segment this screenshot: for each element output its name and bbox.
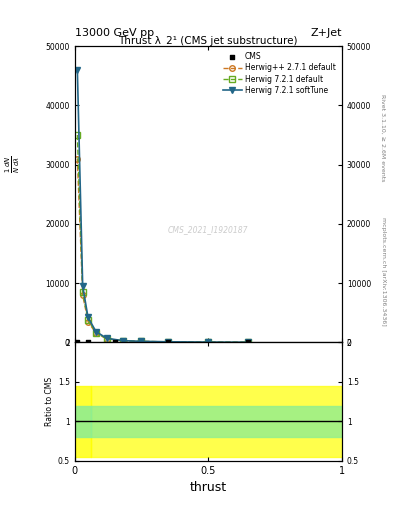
Line: Herwig 7.2.1 softTune: Herwig 7.2.1 softTune: [75, 67, 251, 345]
Herwig 7.2.1 default: [80, 289, 85, 295]
Herwig++ 2.7.1 default: [94, 330, 98, 336]
Text: $\frac{1}{N}\frac{dN}{d\lambda}$: $\frac{1}{N}\frac{dN}{d\lambda}$: [4, 155, 22, 173]
Herwig 7.2.1 softTune: [94, 329, 98, 335]
Text: 13000 GeV pp: 13000 GeV pp: [75, 28, 154, 38]
CMS: [245, 338, 252, 347]
Herwig 7.2.1 softTune: [246, 339, 251, 345]
Herwig 7.2.1 softTune: [139, 338, 144, 345]
Legend: CMS, Herwig++ 2.7.1 default, Herwig 7.2.1 default, Herwig 7.2.1 softTune: CMS, Herwig++ 2.7.1 default, Herwig 7.2.…: [220, 50, 338, 97]
Text: mcplots.cern.ch [arXiv:1306.3436]: mcplots.cern.ch [arXiv:1306.3436]: [381, 217, 386, 326]
Herwig 7.2.1 softTune: [75, 67, 80, 73]
Herwig 7.2.1 default: [86, 317, 90, 323]
Text: Z+Jet: Z+Jet: [310, 28, 342, 38]
Herwig 7.2.1 default: [120, 338, 125, 344]
CMS: [74, 338, 81, 347]
Herwig 7.2.1 softTune: [86, 314, 90, 321]
Herwig++ 2.7.1 default: [120, 338, 125, 344]
CMS: [112, 338, 118, 347]
X-axis label: thrust: thrust: [190, 481, 227, 494]
Y-axis label: Ratio to CMS: Ratio to CMS: [44, 377, 53, 426]
Herwig 7.2.1 default: [75, 132, 80, 138]
Title: Thrust λ_2¹ (CMS jet substructure): Thrust λ_2¹ (CMS jet substructure): [119, 35, 298, 46]
Herwig 7.2.1 default: [246, 339, 251, 345]
Herwig 7.2.1 softTune: [80, 283, 85, 289]
Herwig 7.2.1 softTune: [166, 339, 171, 345]
Herwig 7.2.1 softTune: [105, 335, 109, 342]
Herwig++ 2.7.1 default: [166, 339, 171, 345]
Herwig 7.2.1 default: [166, 339, 171, 345]
Herwig++ 2.7.1 default: [206, 339, 211, 345]
Herwig 7.2.1 softTune: [120, 337, 125, 344]
CMS: [165, 338, 171, 347]
Herwig 7.2.1 default: [206, 339, 211, 345]
Line: Herwig++ 2.7.1 default: Herwig++ 2.7.1 default: [75, 156, 251, 345]
Herwig 7.2.1 default: [105, 335, 109, 342]
Herwig++ 2.7.1 default: [139, 338, 144, 345]
Herwig++ 2.7.1 default: [246, 339, 251, 345]
Herwig++ 2.7.1 default: [105, 336, 109, 342]
Herwig++ 2.7.1 default: [80, 292, 85, 298]
Herwig 7.2.1 default: [94, 330, 98, 336]
Text: CMS_2021_I1920187: CMS_2021_I1920187: [168, 225, 248, 234]
Text: Rivet 3.1.10, ≥ 2.6M events: Rivet 3.1.10, ≥ 2.6M events: [381, 95, 386, 182]
Herwig++ 2.7.1 default: [75, 156, 80, 162]
CMS: [85, 338, 91, 347]
Herwig 7.2.1 softTune: [206, 339, 211, 345]
Herwig 7.2.1 default: [139, 338, 144, 345]
Line: Herwig 7.2.1 default: Herwig 7.2.1 default: [75, 132, 251, 345]
Herwig++ 2.7.1 default: [86, 318, 90, 325]
